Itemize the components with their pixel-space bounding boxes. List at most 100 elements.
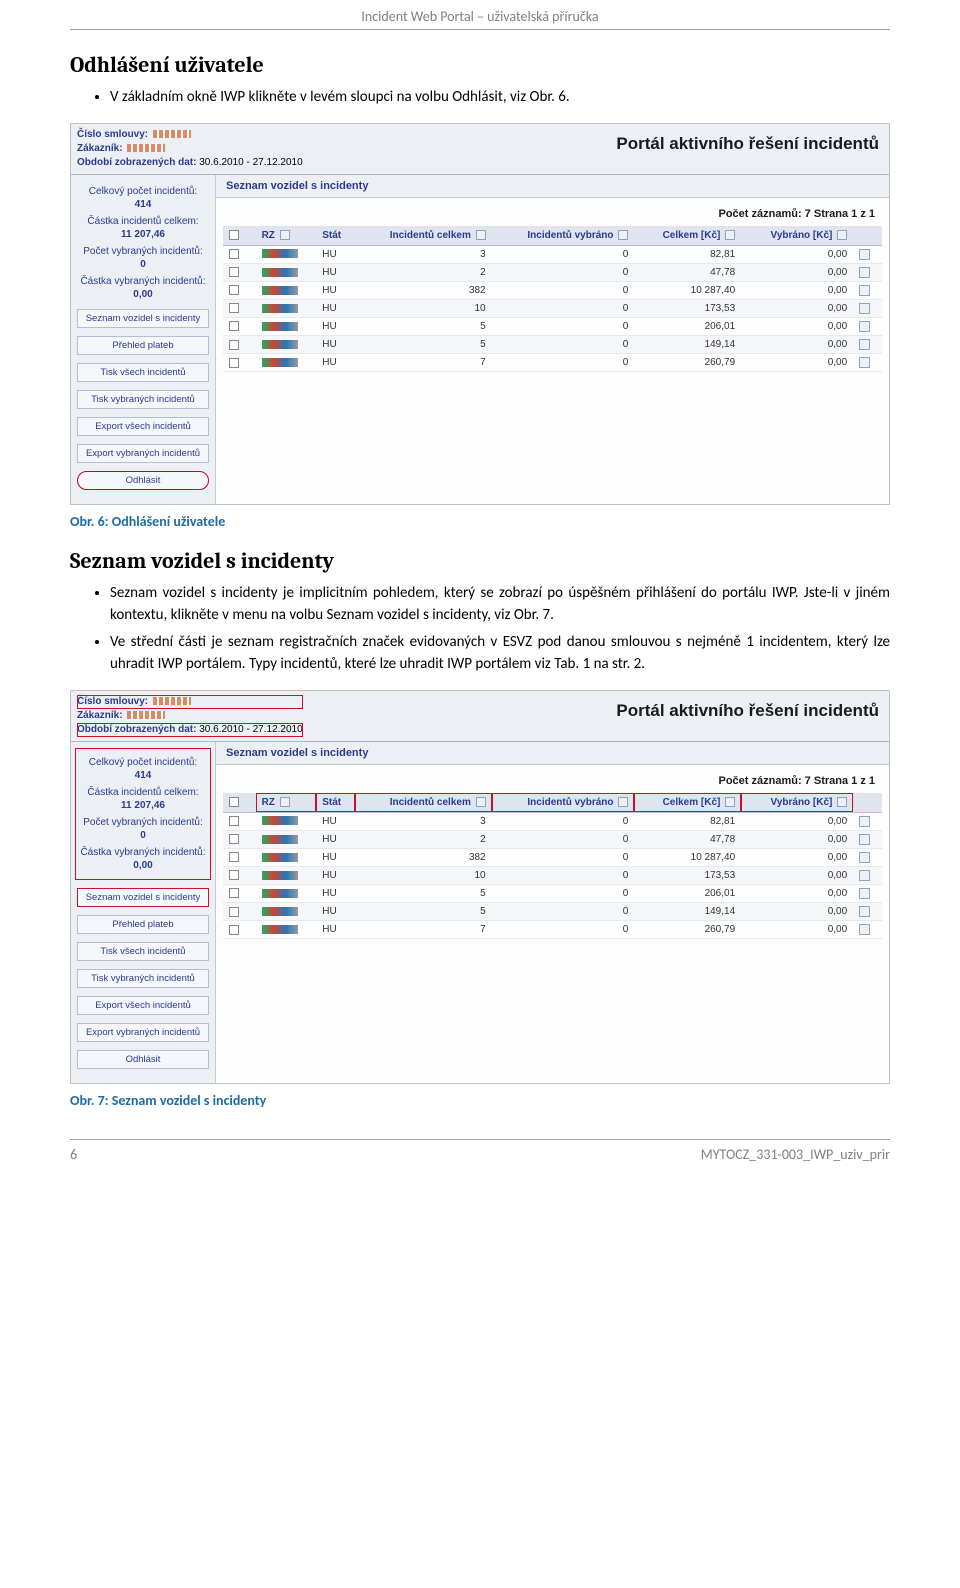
cell-row-icon[interactable] xyxy=(853,812,882,830)
col-inc-total[interactable]: Incidentů celkem xyxy=(355,793,491,813)
col-checkbox[interactable] xyxy=(223,226,256,246)
col-inc-selected[interactable]: Incidentů vybráno xyxy=(492,226,635,246)
table-row[interactable]: HU2047,780,00 xyxy=(223,263,883,281)
portal-header: Číslo smlouvy: Zákazník: Období zobrazen… xyxy=(71,124,889,175)
redacted-value xyxy=(153,697,191,705)
sidebar-item-print-all[interactable]: Tisk všech incidentů xyxy=(77,363,209,382)
col-inc-total[interactable]: Incidentů celkem xyxy=(355,226,491,246)
col-total-kc[interactable]: Celkem [Kč] xyxy=(634,226,741,246)
sort-icon[interactable] xyxy=(618,797,628,807)
cell-row-icon[interactable] xyxy=(853,921,882,939)
sort-icon[interactable] xyxy=(476,797,486,807)
cell-checkbox[interactable] xyxy=(223,830,256,848)
sidebar-item-payments[interactable]: Přehled plateb xyxy=(77,336,209,355)
table-row[interactable]: HU3082,810,00 xyxy=(223,245,883,263)
cell-row-icon[interactable] xyxy=(853,848,882,866)
cell-row-icon[interactable] xyxy=(853,281,882,299)
sidebar-item-export-selected[interactable]: Export vybraných incidentů xyxy=(77,1023,209,1042)
sidebar-item-vehicle-list[interactable]: Seznam vozidel s incidenty xyxy=(77,888,209,907)
col-rz[interactable]: RZ xyxy=(256,226,317,246)
cell-checkbox[interactable] xyxy=(223,903,256,921)
cell-row-icon[interactable] xyxy=(853,245,882,263)
cell-checkbox[interactable] xyxy=(223,921,256,939)
cell-checkbox[interactable] xyxy=(223,299,256,317)
col-stat[interactable]: Stát xyxy=(316,226,355,246)
cell-checkbox[interactable] xyxy=(223,263,256,281)
cell-checkbox[interactable] xyxy=(223,885,256,903)
cell-row-icon[interactable] xyxy=(853,830,882,848)
period-value: 30.6.2010 - 27.12.2010 xyxy=(199,724,302,735)
cell-row-icon[interactable] xyxy=(853,903,882,921)
sidebar-item-export-all[interactable]: Export všech incidentů xyxy=(77,417,209,436)
sidebar-item-logout[interactable]: Odhlásit xyxy=(77,471,209,490)
sort-icon[interactable] xyxy=(280,797,290,807)
table-row[interactable]: HU50149,140,00 xyxy=(223,336,883,354)
cell-row-icon[interactable] xyxy=(853,866,882,884)
sort-icon[interactable] xyxy=(725,797,735,807)
col-rz[interactable]: RZ xyxy=(256,793,317,813)
cell-checkbox[interactable] xyxy=(223,354,256,372)
stats-block-highlighted: Celkový počet incidentů:414 Částka incid… xyxy=(75,748,211,880)
cell-inc-selected: 0 xyxy=(492,263,635,281)
cell-rz xyxy=(256,281,317,299)
table-row[interactable]: HU100173,530,00 xyxy=(223,299,883,317)
sort-icon[interactable] xyxy=(618,230,628,240)
col-stat[interactable]: Stát xyxy=(316,793,355,813)
sidebar-item-vehicle-list[interactable]: Seznam vozidel s incidenty xyxy=(77,309,209,328)
cell-row-icon[interactable] xyxy=(853,299,882,317)
sidebar-item-export-selected[interactable]: Export vybraných incidentů xyxy=(77,444,209,463)
table-row[interactable]: HU50206,010,00 xyxy=(223,318,883,336)
cell-row-icon[interactable] xyxy=(853,336,882,354)
table-row[interactable]: HU70260,790,00 xyxy=(223,921,883,939)
cell-checkbox[interactable] xyxy=(223,281,256,299)
cell-row-icon[interactable] xyxy=(853,318,882,336)
col-selected-kc[interactable]: Vybráno [Kč] xyxy=(741,793,853,813)
bullet-list-1: V základním okně IWP klikněte v levém sl… xyxy=(70,86,890,109)
table-row[interactable]: HU100173,530,00 xyxy=(223,866,883,884)
sidebar-item-print-selected[interactable]: Tisk vybraných incidentů xyxy=(77,390,209,409)
portal-header-left: Číslo smlouvy: Zákazník: Období zobrazen… xyxy=(77,695,303,737)
sidebar-item-logout[interactable]: Odhlásit xyxy=(77,1050,209,1069)
cell-row-icon[interactable] xyxy=(853,354,882,372)
sidebar-item-export-all[interactable]: Export všech incidentů xyxy=(77,996,209,1015)
cell-checkbox[interactable] xyxy=(223,336,256,354)
sidebar-item-payments[interactable]: Přehled plateb xyxy=(77,915,209,934)
cell-inc-total: 5 xyxy=(355,336,491,354)
table-row[interactable]: HU382010 287,400,00 xyxy=(223,848,883,866)
cell-row-icon[interactable] xyxy=(853,263,882,281)
sidebar-item-print-all[interactable]: Tisk všech incidentů xyxy=(77,942,209,961)
table-row[interactable]: HU3082,810,00 xyxy=(223,812,883,830)
col-checkbox[interactable] xyxy=(223,793,256,813)
table-row[interactable]: HU70260,790,00 xyxy=(223,354,883,372)
cell-inc-total: 382 xyxy=(355,848,491,866)
sort-icon[interactable] xyxy=(837,797,847,807)
cell-selected-kc: 0,00 xyxy=(741,848,853,866)
sort-icon[interactable] xyxy=(837,230,847,240)
table-row[interactable]: HU50206,010,00 xyxy=(223,885,883,903)
cell-checkbox[interactable] xyxy=(223,812,256,830)
cell-selected-kc: 0,00 xyxy=(741,318,853,336)
sort-icon[interactable] xyxy=(725,230,735,240)
cell-checkbox[interactable] xyxy=(223,318,256,336)
table-row[interactable]: HU382010 287,400,00 xyxy=(223,281,883,299)
section-heading-vehicle-list: Seznam vozidel s incidenty xyxy=(70,548,890,574)
col-total-kc[interactable]: Celkem [Kč] xyxy=(634,793,741,813)
cell-selected-kc: 0,00 xyxy=(741,903,853,921)
sort-icon[interactable] xyxy=(476,230,486,240)
col-selected-kc[interactable]: Vybráno [Kč] xyxy=(741,226,853,246)
cell-inc-selected: 0 xyxy=(492,299,635,317)
col-inc-selected[interactable]: Incidentů vybráno xyxy=(492,793,635,813)
portal-header: Číslo smlouvy: Zákazník: Období zobrazen… xyxy=(71,691,889,742)
cell-rz xyxy=(256,354,317,372)
table-row[interactable]: HU2047,780,00 xyxy=(223,830,883,848)
cell-checkbox[interactable] xyxy=(223,866,256,884)
redacted-value xyxy=(127,144,165,152)
sort-icon[interactable] xyxy=(280,230,290,240)
sidebar-item-print-selected[interactable]: Tisk vybraných incidentů xyxy=(77,969,209,988)
cell-row-icon[interactable] xyxy=(853,885,882,903)
cell-checkbox[interactable] xyxy=(223,245,256,263)
cell-checkbox[interactable] xyxy=(223,848,256,866)
portal-title: Portál aktivního řešení incidentů xyxy=(616,128,879,154)
cell-inc-total: 2 xyxy=(355,263,491,281)
table-row[interactable]: HU50149,140,00 xyxy=(223,903,883,921)
